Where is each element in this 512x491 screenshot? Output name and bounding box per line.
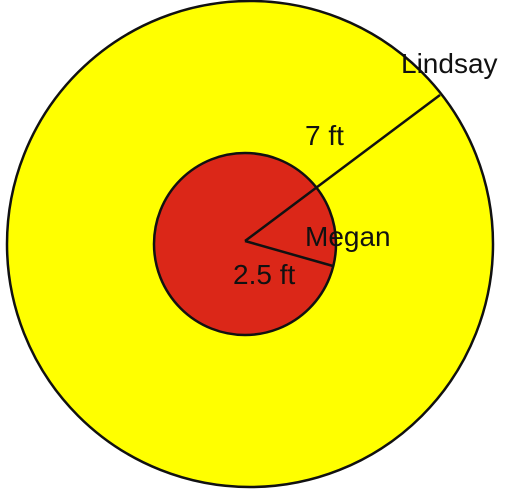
lindsay-label: Lindsay (401, 48, 498, 79)
outer-radius-line (244, 93, 441, 243)
outer-radius-label: 7 ft (305, 120, 344, 151)
inner-radius-line (244, 239, 334, 268)
inner-radius-label: 2.5 ft (233, 259, 295, 290)
megan-label: Megan (305, 221, 391, 252)
inner-circle (152, 151, 338, 337)
